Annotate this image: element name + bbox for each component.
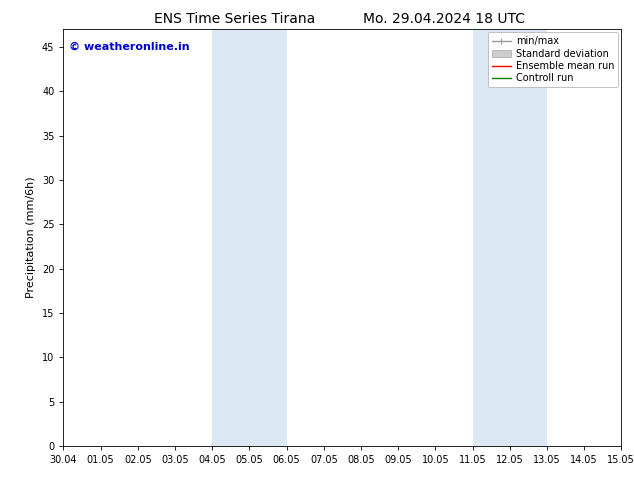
Bar (472, 29, 547, 446)
Text: ENS Time Series Tirana: ENS Time Series Tirana (154, 12, 315, 26)
Text: Mo. 29.04.2024 18 UTC: Mo. 29.04.2024 18 UTC (363, 12, 525, 26)
Y-axis label: Precipitation (mm/6h): Precipitation (mm/6h) (27, 177, 36, 298)
Text: © weatheronline.in: © weatheronline.in (69, 42, 190, 52)
Bar (212, 29, 287, 446)
Legend: min/max, Standard deviation, Ensemble mean run, Controll run: min/max, Standard deviation, Ensemble me… (488, 32, 618, 87)
